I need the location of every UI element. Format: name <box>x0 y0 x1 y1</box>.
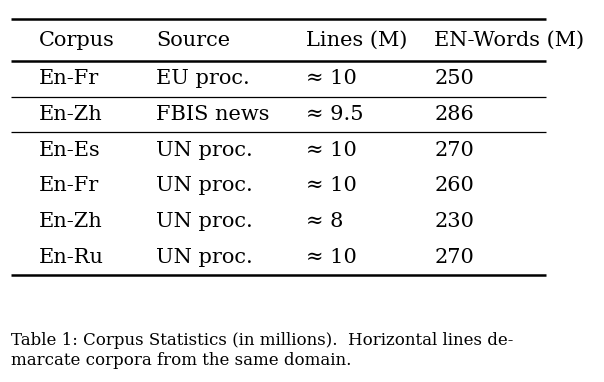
Text: En-Fr: En-Fr <box>39 176 99 196</box>
Text: 230: 230 <box>434 212 474 231</box>
Text: ≈ 10: ≈ 10 <box>306 248 357 267</box>
Text: Lines (M): Lines (M) <box>306 31 408 50</box>
Text: Corpus: Corpus <box>39 31 115 50</box>
Text: Table 1: Corpus Statistics (in millions).  Horizontal lines de-
marcate corpora : Table 1: Corpus Statistics (in millions)… <box>11 332 513 369</box>
Text: UN proc.: UN proc. <box>156 176 252 196</box>
Text: ≈ 10: ≈ 10 <box>306 141 357 160</box>
Text: En-Es: En-Es <box>39 141 101 160</box>
Text: En-Zh: En-Zh <box>39 105 103 124</box>
Text: EU proc.: EU proc. <box>156 70 249 89</box>
Text: UN proc.: UN proc. <box>156 141 252 160</box>
Text: 286: 286 <box>434 105 474 124</box>
Text: En-Zh: En-Zh <box>39 212 103 231</box>
Text: 260: 260 <box>434 176 474 196</box>
Text: UN proc.: UN proc. <box>156 212 252 231</box>
Text: 270: 270 <box>434 141 474 160</box>
Text: En-Ru: En-Ru <box>39 248 104 267</box>
Text: En-Fr: En-Fr <box>39 70 99 89</box>
Text: ≈ 10: ≈ 10 <box>306 70 357 89</box>
Text: ≈ 9.5: ≈ 9.5 <box>306 105 364 124</box>
Text: UN proc.: UN proc. <box>156 248 252 267</box>
Text: 270: 270 <box>434 248 474 267</box>
Text: ≈ 10: ≈ 10 <box>306 176 357 196</box>
Text: EN-Words (M): EN-Words (M) <box>434 31 585 50</box>
Text: FBIS news: FBIS news <box>156 105 269 124</box>
Text: ≈ 8: ≈ 8 <box>306 212 344 231</box>
Text: 250: 250 <box>434 70 474 89</box>
Text: Source: Source <box>156 31 230 50</box>
